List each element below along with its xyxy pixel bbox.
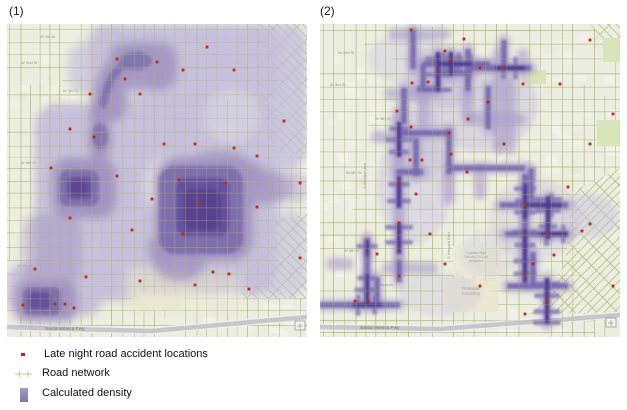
svg-text:W 6th St: W 6th St bbox=[346, 170, 362, 175]
svg-text:W 3rd St: W 3rd St bbox=[330, 82, 346, 87]
svg-text:W 6th St: W 6th St bbox=[21, 160, 37, 165]
svg-text:S Harvard Blvd: S Harvard Blvd bbox=[446, 232, 451, 259]
svg-text:S Western Ave: S Western Ave bbox=[362, 162, 367, 189]
svg-text:W 2nd St: W 2nd St bbox=[338, 50, 355, 55]
svg-text:W 1st St: W 1st St bbox=[40, 34, 56, 39]
svg-text:W 2nd St: W 2nd St bbox=[21, 60, 38, 65]
svg-text:W Olympic: W Olympic bbox=[374, 282, 393, 287]
svg-text:W 3rd St: W 3rd St bbox=[63, 88, 79, 93]
svg-text:W 8th St: W 8th St bbox=[344, 248, 360, 253]
svg-text:Santa Monica Fwy: Santa Monica Fwy bbox=[45, 326, 85, 332]
svg-text:W 4th St: W 4th St bbox=[375, 116, 391, 121]
svg-text:Santa Monica Fwy: Santa Monica Fwy bbox=[360, 325, 400, 331]
